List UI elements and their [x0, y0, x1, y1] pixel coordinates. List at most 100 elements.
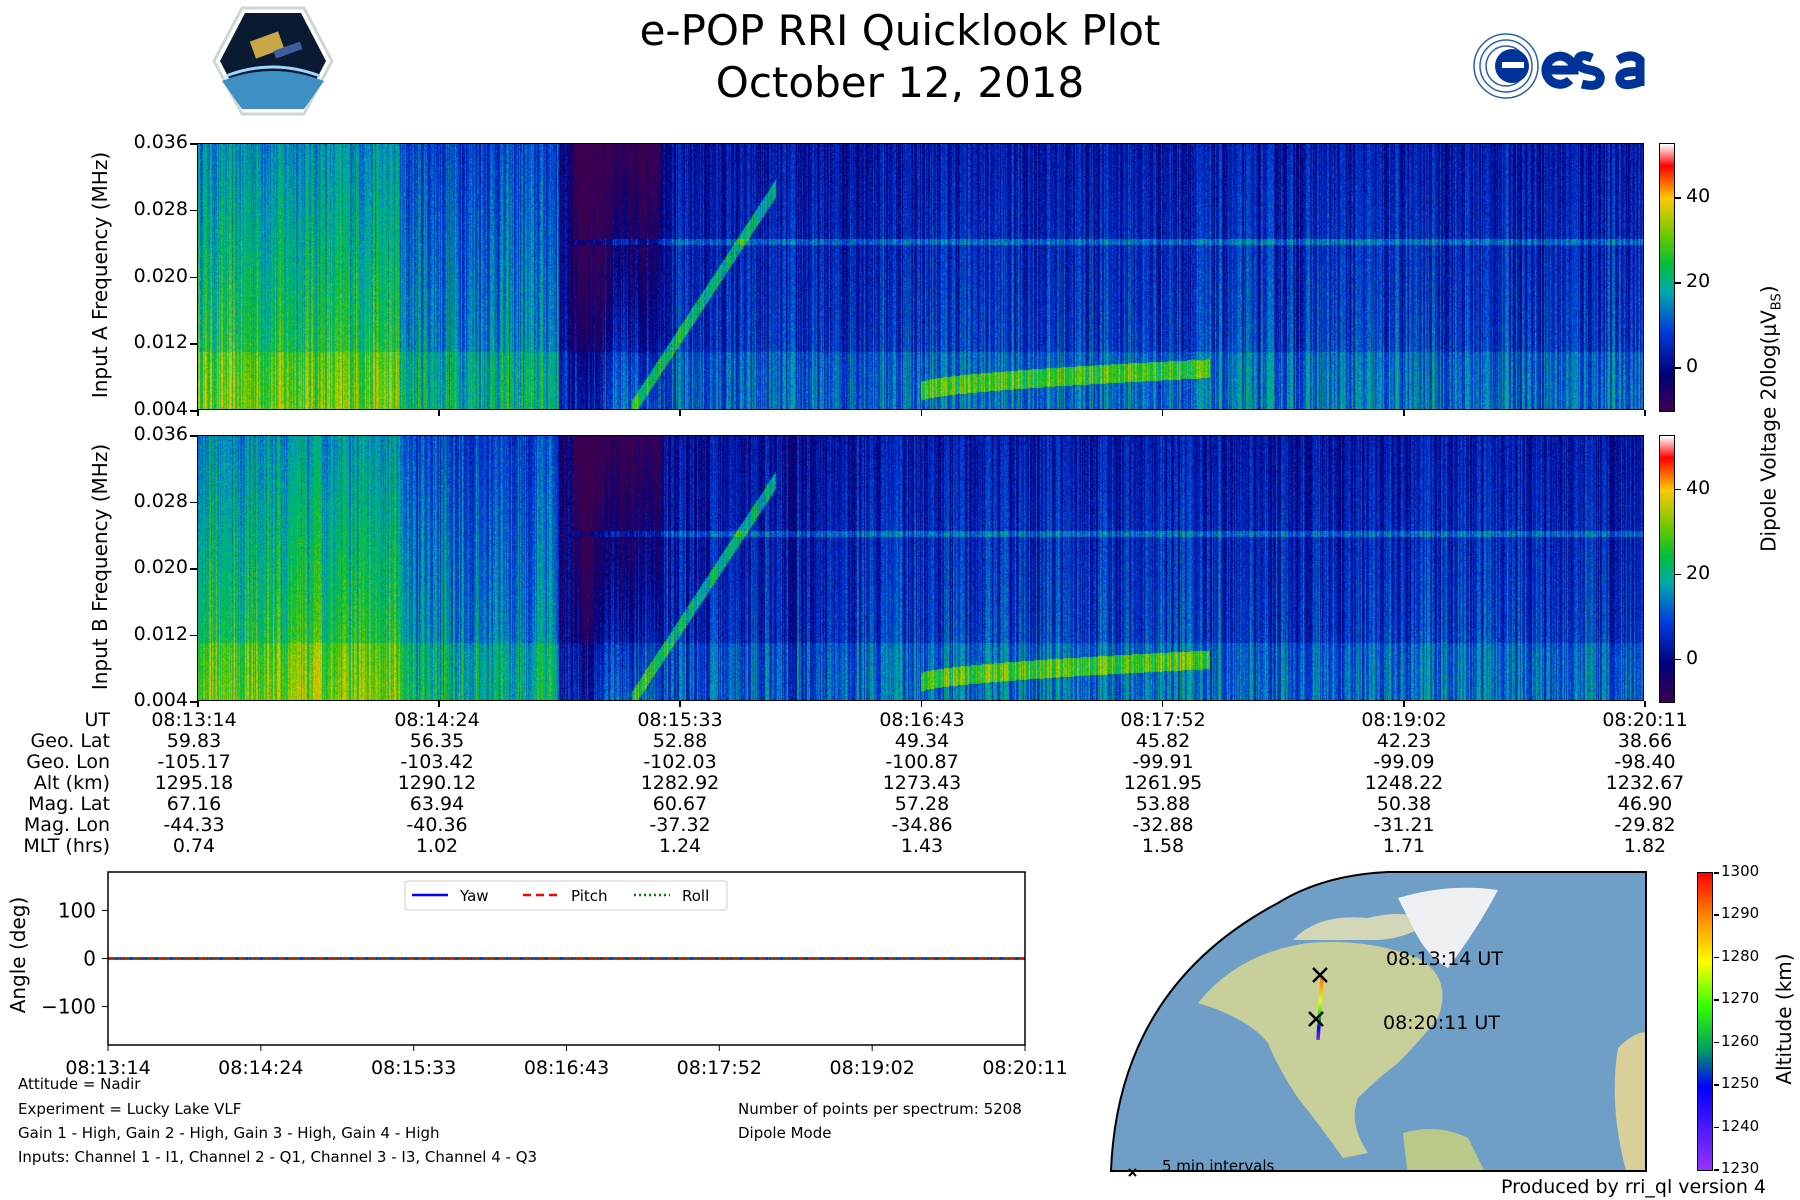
y-tick-mark [190, 634, 197, 636]
ephemeris-cell: 08:19:02 [1361, 709, 1447, 731]
ephemeris-cell: 46.90 [1617, 793, 1673, 815]
y-tick-mark [190, 343, 197, 345]
ephemeris-cell: -31.21 [1373, 814, 1435, 836]
y-tick-label: 0.020 [133, 264, 188, 287]
altitude-tick-mark [1714, 872, 1719, 874]
colorbar-tick-mark [1675, 367, 1681, 369]
y-tick-mark [190, 143, 197, 145]
legend-label: Yaw [459, 887, 489, 905]
ephemeris-cell: -37.32 [649, 814, 711, 836]
x-tick-label: 08:13:14 [65, 1057, 150, 1075]
x-tick-mark [1161, 701, 1164, 707]
altitude-tick-label: 1250 [1721, 1074, 1760, 1093]
ephemeris-cell: 1.58 [1141, 835, 1185, 857]
spectrogram-b-colorbar [1659, 435, 1675, 703]
plot-date: October 12, 2018 [715, 58, 1085, 107]
x-tick-mark [438, 410, 440, 416]
ephemeris-cell: 1.02 [415, 835, 459, 857]
altitude-tick-label: 1280 [1721, 946, 1760, 965]
ephemeris-cell: 1.71 [1382, 835, 1426, 857]
legend-label: Pitch [571, 887, 608, 905]
ephemeris-cell: 1282.92 [640, 772, 720, 794]
ephemeris-cell: 08:14:24 [394, 709, 480, 731]
y-tick-mark [190, 701, 197, 703]
x-tick-label: 08:19:02 [829, 1057, 914, 1075]
colorbar-tick-label: 40 [1686, 185, 1711, 208]
y-tick-label: 0.036 [133, 131, 188, 153]
orbit-map [1109, 871, 1647, 1172]
colorbar-tick-label: 20 [1686, 561, 1711, 584]
colorbar-tick-label: 40 [1686, 476, 1711, 499]
y-tick-label: 0.020 [133, 556, 188, 578]
end-marker-icon [1308, 1011, 1324, 1027]
ephemeris-cell: 1.43 [900, 835, 944, 857]
y-tick-mark [190, 435, 197, 437]
ephemeris-row-label: Alt (km) [33, 772, 110, 794]
ephemeris-cell: -103.42 [400, 751, 474, 773]
y-tick-mark [190, 209, 197, 212]
ephemeris-cell: -98.40 [1614, 751, 1676, 773]
note-gains: Gain 1 - High, Gain 2 - High, Gain 3 - H… [18, 1124, 440, 1142]
y-tick-label: 0.004 [133, 398, 188, 420]
esa-logo [1468, 30, 1683, 102]
x-tick-mark [920, 701, 923, 707]
canadian-arctic-land [1293, 914, 1428, 940]
attitude-chart: 100 0 −100 08:13:14 08:14:24 08:15:33 08:16:43… [41, 871, 1068, 1075]
altitude-tick-mark [1714, 956, 1719, 959]
altitude-tick-mark [1714, 999, 1719, 1001]
y-tick-label: 100 [58, 898, 96, 922]
note-attitude: Attitude = Nadir [18, 1075, 141, 1093]
y-tick-label: −100 [41, 995, 96, 1019]
ephemeris-cell: 42.23 [1376, 730, 1432, 752]
colorbar-label-text: Dipole Voltage 20log(μV [1756, 310, 1781, 552]
x-tick-mark [1161, 410, 1164, 416]
colorbar-tick-label: 0 [1686, 646, 1699, 669]
x-tick-label: 08:14:24 [218, 1057, 303, 1075]
y-tick-label: 0 [83, 947, 96, 971]
south-america-land [1403, 1129, 1488, 1171]
ephemeris-cell: 1.24 [658, 835, 702, 857]
spectrogram-a-frame [197, 143, 1644, 410]
colorbar-tick-mark [1675, 573, 1681, 576]
altitude-tick-label: 1230 [1721, 1159, 1760, 1177]
ephemeris-cell: -40.36 [406, 814, 468, 836]
note-inputs: Inputs: Channel 1 - I1, Channel 2 - Q1, … [18, 1148, 538, 1166]
x-tick-label: 08:15:33 [371, 1057, 456, 1075]
x-tick-mark [1644, 410, 1646, 416]
y-tick-label: 0.028 [133, 489, 188, 512]
colorbar-tick-mark [1675, 197, 1681, 199]
spectrogram-b-frame [197, 435, 1644, 701]
map-end-label: 08:20:11 UT [1383, 1012, 1500, 1034]
colorbar-label-end: ) [1756, 285, 1781, 294]
colorbar-tick-mark [1675, 488, 1681, 491]
ephemeris-cell: 08:16:43 [879, 709, 965, 731]
note-experiment: Experiment = Lucky Lake VLF [18, 1100, 242, 1118]
map-frame [1109, 871, 1647, 1172]
ephemeris-cell: 56.35 [409, 730, 465, 752]
ephemeris-cell: 08:15:33 [637, 709, 723, 731]
ephemeris-cell: -102.03 [643, 751, 717, 773]
y-tick-label: 0.012 [133, 331, 188, 354]
spectrogram-a-colorbar [1659, 143, 1675, 412]
x-tick-mark [438, 701, 440, 707]
ephemeris-cell: -99.91 [1132, 751, 1194, 773]
ephemeris-cell: 08:13:14 [151, 709, 237, 731]
start-marker-icon [1312, 967, 1328, 983]
ephemeris-cell: -32.88 [1132, 814, 1194, 836]
ephemeris-cell: 1.82 [1623, 835, 1667, 857]
note-points: Number of points per spectrum: 5208 [738, 1100, 1022, 1118]
x-tick-mark [679, 410, 681, 416]
africa-land [1614, 1032, 1646, 1171]
y-tick-label: 0.004 [133, 689, 188, 711]
colorbar-tick-label: 20 [1686, 270, 1711, 293]
ephemeris-cell: 1295.18 [154, 772, 234, 794]
north-america-land [1198, 942, 1443, 1158]
ephemeris-cell: 1232.67 [1605, 772, 1685, 794]
greenland [1398, 887, 1498, 968]
ephemeris-cell: -100.87 [885, 751, 959, 773]
y-tick-mark [190, 410, 197, 412]
colorbar-tick-mark [1675, 658, 1681, 661]
y-tick-mark [190, 276, 197, 278]
ephemeris-row-label: Mag. Lat [28, 793, 110, 815]
x-tick-mark [1644, 701, 1646, 707]
